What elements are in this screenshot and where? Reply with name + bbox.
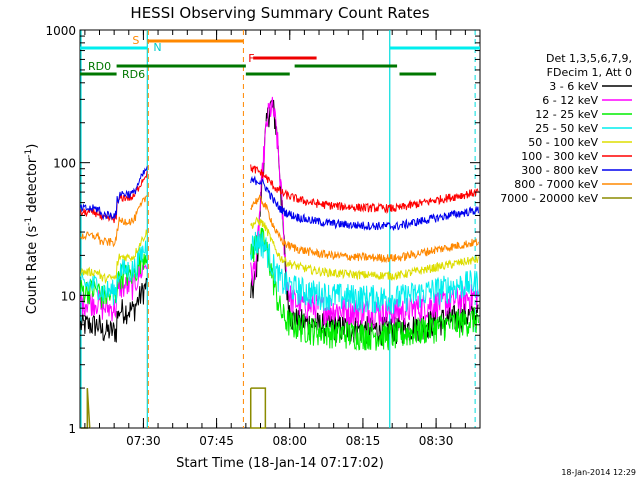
x-tick-label: 07:45 bbox=[199, 434, 234, 448]
y-axis-label-mid: detector bbox=[25, 157, 40, 217]
series-line bbox=[250, 230, 479, 315]
y-tick-label: 1000 bbox=[45, 24, 76, 38]
plot-frame bbox=[79, 29, 481, 429]
x-tick-label: 08:30 bbox=[419, 434, 454, 448]
y-axis-label-sup1: -1 bbox=[24, 217, 34, 226]
series-line bbox=[250, 175, 479, 231]
legend-entry-label: 7000 - 20000 keV bbox=[500, 192, 598, 205]
tick-layer: 1 10 100 1000 07:30 07:45 08:00 08:15 08:30 bbox=[45, 24, 480, 448]
y-axis-label: Count Rate (s-1 detector-1) bbox=[24, 144, 40, 315]
series-line bbox=[80, 387, 267, 429]
legend-entry-label: 100 - 300 keV bbox=[521, 150, 598, 163]
rd0-label: RD0 bbox=[88, 60, 111, 73]
legend-entry-label: 3 - 6 keV bbox=[549, 80, 598, 93]
legend-entry-label: 25 - 50 keV bbox=[535, 122, 598, 135]
series-line bbox=[250, 164, 479, 214]
rd6-label: RD6 bbox=[122, 68, 145, 81]
footer-date: 18-Jan-2014 12:29 bbox=[561, 468, 636, 477]
y-axis-label-sup2: -1 bbox=[24, 149, 34, 158]
night-label: N bbox=[153, 41, 161, 54]
series-line bbox=[250, 194, 479, 264]
x-tick-label: 07:30 bbox=[126, 434, 161, 448]
series-line bbox=[80, 229, 148, 285]
series-line bbox=[80, 166, 148, 221]
plot-layer: S N F RD0 RD6 bbox=[80, 30, 480, 429]
x-tick-label: 08:00 bbox=[272, 434, 307, 448]
y-tick-label: 100 bbox=[53, 157, 76, 171]
y-tick-label: 1 bbox=[68, 422, 76, 436]
series-line bbox=[250, 216, 479, 281]
legend-entry-label: 800 - 7000 keV bbox=[514, 178, 598, 191]
y-axis-label-main: Count Rate (s bbox=[25, 226, 40, 315]
series-line bbox=[80, 277, 148, 343]
legend-entry-label: 300 - 800 keV bbox=[521, 164, 598, 177]
legend-entry-label: 50 - 100 keV bbox=[528, 136, 598, 149]
chart-title: HESSI Observing Summary Count Rates bbox=[130, 4, 429, 22]
legend: Det 1,3,5,6,7,9, FDecim 1, Att 0 3 - 6 k… bbox=[500, 52, 632, 205]
saa-label: S bbox=[132, 34, 139, 47]
series-line bbox=[80, 263, 148, 322]
legend-header-2: FDecim 1, Att 0 bbox=[547, 66, 632, 79]
flare-label: F bbox=[248, 52, 254, 65]
x-tick-label: 08:15 bbox=[346, 434, 381, 448]
x-axis-label: Start Time (18-Jan-14 07:17:02) bbox=[176, 456, 384, 471]
series-line bbox=[250, 227, 479, 351]
legend-header-1: Det 1,3,5,6,7,9, bbox=[546, 52, 632, 65]
series-line bbox=[80, 240, 148, 306]
legend-entry-label: 12 - 25 keV bbox=[535, 108, 598, 121]
series-line bbox=[80, 195, 148, 248]
y-tick-label: 10 bbox=[61, 289, 76, 303]
y-axis-label-end: ) bbox=[25, 144, 40, 149]
legend-entry-label: 6 - 12 keV bbox=[542, 94, 598, 107]
